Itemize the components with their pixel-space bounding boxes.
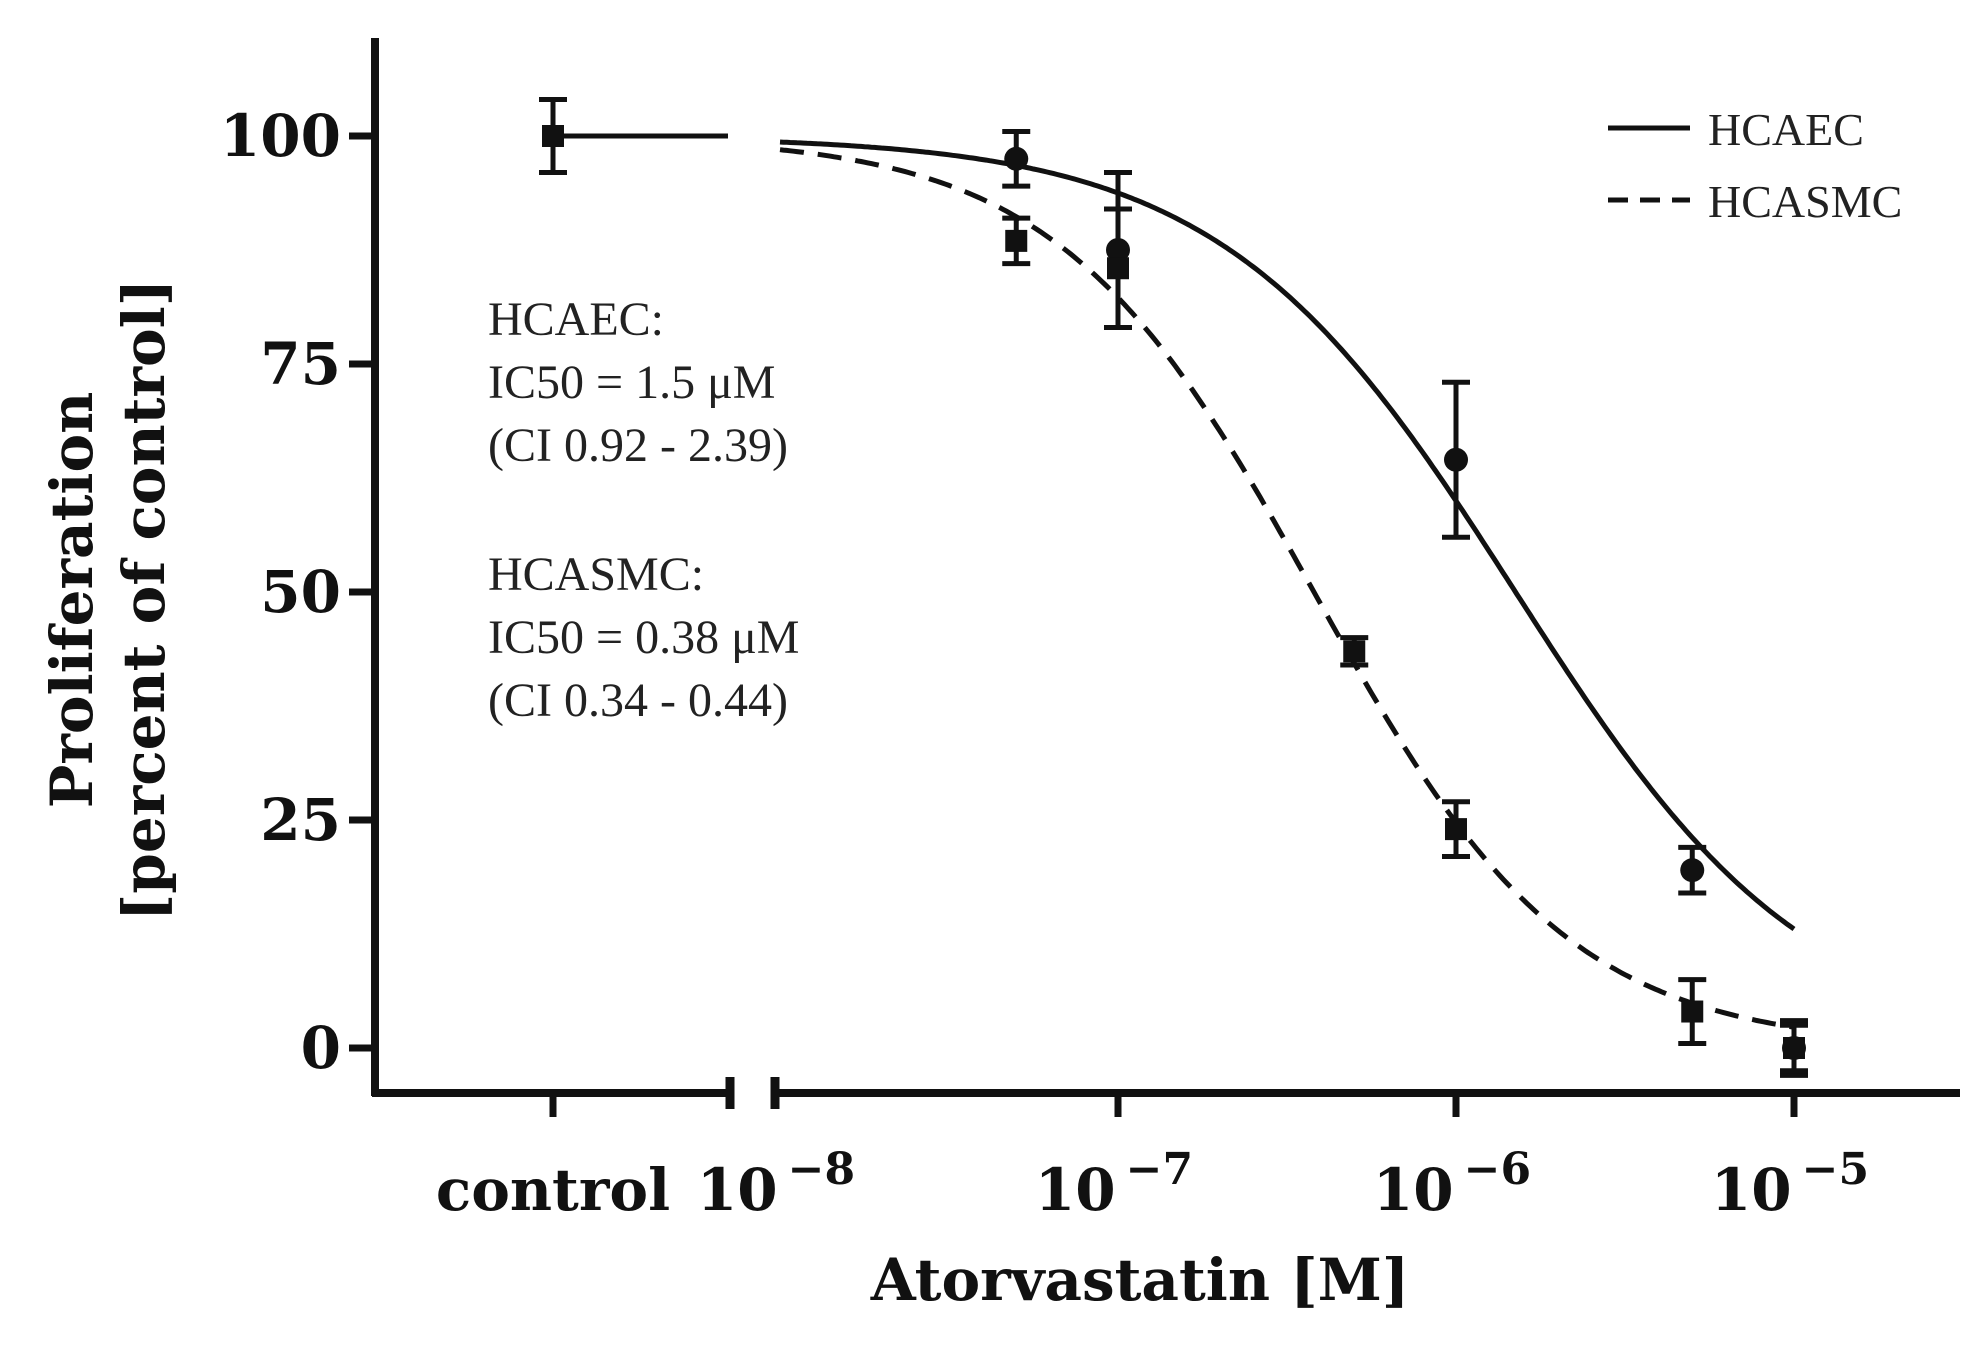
annotation-line: IC50 = 0.38 μM [488, 611, 799, 664]
x-tick-label: 10 −5 [1711, 1144, 1869, 1224]
hcaec-point [1004, 146, 1029, 171]
y-tick-labels: 0 25 50 75 100 [220, 102, 341, 1082]
ic50-annotation-hcasmc: HCASMC: IC50 = 0.38 μM (CI 0.34 - 0.44) [488, 548, 799, 727]
annotation-line: (CI 0.92 - 2.39) [488, 419, 788, 472]
annotation-line: HCAEC: [488, 293, 664, 346]
hcasmc-point [1681, 1000, 1704, 1023]
y-axis-title-line2: [percent of control] [110, 279, 178, 921]
legend-hcasmc-label: HCASMC [1708, 176, 1902, 227]
data-marks [539, 97, 1808, 1078]
hcasmc-point [1445, 818, 1467, 841]
hcasmc-point [1005, 229, 1028, 252]
annotation-line: IC50 = 1.5 μM [488, 356, 775, 409]
y-tick-label: 50 [260, 558, 341, 626]
y-tick-label: 0 [301, 1014, 341, 1082]
legend-hcaec-label: HCAEC [1708, 104, 1864, 155]
hcaec-point [1680, 858, 1705, 883]
hcasmc-point [1783, 1037, 1805, 1059]
x-tick-labels: control 10 −8 10 −7 10 −6 10 −5 [436, 1144, 1869, 1224]
hcasmc-fit-curve [779, 147, 1795, 1030]
x-tick-label-control: control [436, 1156, 670, 1224]
hcasmc-point [1107, 257, 1129, 280]
hcasmc-point [1343, 640, 1366, 663]
annotation-line: HCASMC: [488, 548, 704, 601]
axes [349, 38, 1960, 1117]
y-tick-label: 75 [260, 330, 341, 398]
legend: HCAEC HCASMC [1608, 104, 1902, 227]
hcaec-point [1444, 447, 1468, 472]
control-point [542, 125, 564, 147]
x-tick-label: 10 −7 [1035, 1144, 1193, 1224]
x-tick-label: 10 −6 [1373, 1144, 1531, 1224]
y-axis-title: Proliferation [percent of control] [38, 279, 178, 921]
x-axis-title: Atorvastatin [M] [870, 1246, 1410, 1314]
y-tick-label: 25 [260, 786, 341, 854]
ic50-annotation-hcaec: HCAEC: IC50 = 1.5 μM (CI 0.92 - 2.39) [488, 293, 788, 472]
x-tick-label: 10 −8 [697, 1144, 855, 1224]
y-tick-label: 100 [220, 102, 341, 170]
y-axis-title-line1: Proliferation [38, 392, 106, 809]
hcaec-fit-curve [779, 139, 1796, 932]
annotation-line: (CI 0.34 - 0.44) [488, 674, 788, 727]
